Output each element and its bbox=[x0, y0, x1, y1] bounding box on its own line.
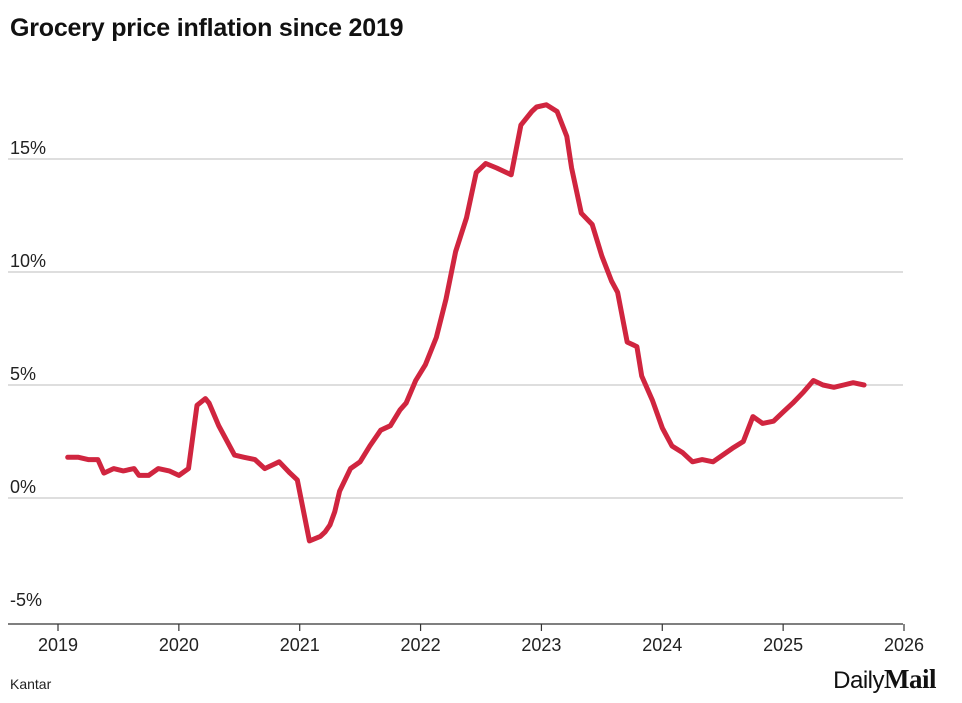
y-tick-label: 5% bbox=[10, 364, 36, 384]
y-tick-label: 15% bbox=[10, 138, 46, 158]
x-tick-label: 2024 bbox=[642, 635, 682, 655]
y-tick-label: 10% bbox=[10, 251, 46, 271]
x-axis bbox=[8, 623, 905, 631]
series-layer bbox=[65, 102, 867, 544]
x-axis-labels: 2019 2020 2021 2022 2023 2024 2025 2026 bbox=[38, 635, 924, 655]
source-label: Kantar bbox=[10, 676, 52, 692]
x-tick-label: 2020 bbox=[159, 635, 199, 655]
series-line bbox=[65, 102, 867, 544]
logo-word-mail: Mail bbox=[884, 664, 937, 694]
x-tick-label: 2025 bbox=[763, 635, 803, 655]
gridlines bbox=[8, 158, 903, 499]
y-tick-label: 0% bbox=[10, 477, 36, 497]
logo-word-daily: Daily bbox=[833, 667, 884, 694]
x-tick-label: 2019 bbox=[38, 635, 78, 655]
x-tick-label: 2022 bbox=[401, 635, 441, 655]
x-tick-label: 2021 bbox=[280, 635, 320, 655]
x-tick-label: 2023 bbox=[521, 635, 561, 655]
chart-title: Grocery price inflation since 2019 bbox=[10, 14, 404, 42]
x-tick-label: 2026 bbox=[884, 635, 924, 655]
y-axis-labels: -5% 0% 5% 10% 15% bbox=[10, 138, 46, 610]
daily-mail-logo: DailyMail bbox=[833, 664, 936, 695]
y-tick-label: -5% bbox=[10, 590, 42, 610]
